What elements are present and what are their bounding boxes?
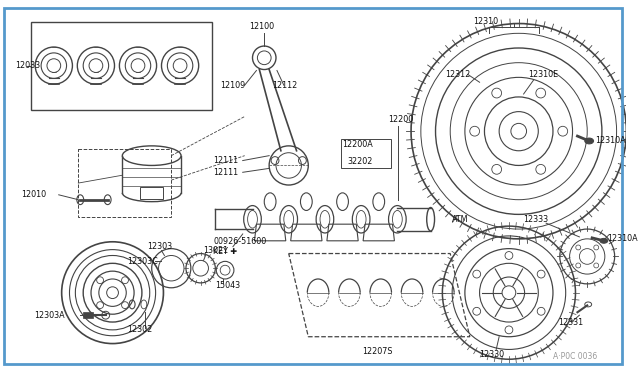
Text: 12310A: 12310A: [595, 137, 626, 145]
Text: 12303: 12303: [147, 242, 172, 251]
Text: 12109: 12109: [220, 81, 246, 90]
Text: 12033: 12033: [15, 61, 40, 70]
Text: 12112: 12112: [272, 81, 298, 90]
Text: KEY ✚: KEY ✚: [213, 247, 237, 256]
Text: 12331: 12331: [558, 318, 583, 327]
Bar: [78, 149, 172, 217]
Bar: [31, 22, 212, 110]
Text: 12303C: 12303C: [127, 257, 158, 266]
Text: 12310: 12310: [473, 17, 498, 26]
Text: 13021: 13021: [204, 246, 228, 255]
Text: 12100: 12100: [250, 22, 275, 31]
Text: 12207S: 12207S: [362, 347, 392, 356]
Text: 12312: 12312: [445, 70, 470, 79]
Text: ATM: ATM: [452, 215, 468, 224]
Text: 12111: 12111: [213, 156, 239, 165]
Text: 12333: 12333: [524, 215, 548, 224]
Text: 00926-51600: 00926-51600: [213, 237, 267, 246]
Text: 15043: 15043: [215, 281, 241, 290]
Ellipse shape: [585, 138, 593, 144]
Bar: [140, 187, 163, 199]
Text: 12200: 12200: [388, 115, 414, 124]
Text: 12111: 12111: [213, 168, 239, 177]
Text: 12330: 12330: [479, 350, 505, 359]
Text: 12310E: 12310E: [529, 70, 559, 79]
Text: 32202: 32202: [348, 157, 373, 166]
Text: 12010: 12010: [22, 190, 47, 199]
Text: 12302: 12302: [127, 326, 152, 334]
Bar: [83, 312, 93, 318]
Text: A·P0C 0036: A·P0C 0036: [553, 352, 597, 361]
Text: 12200A: 12200A: [342, 140, 373, 150]
Text: 12303A: 12303A: [35, 311, 65, 320]
Bar: [340, 139, 392, 169]
Text: 12310A: 12310A: [607, 234, 637, 243]
Ellipse shape: [600, 238, 608, 243]
